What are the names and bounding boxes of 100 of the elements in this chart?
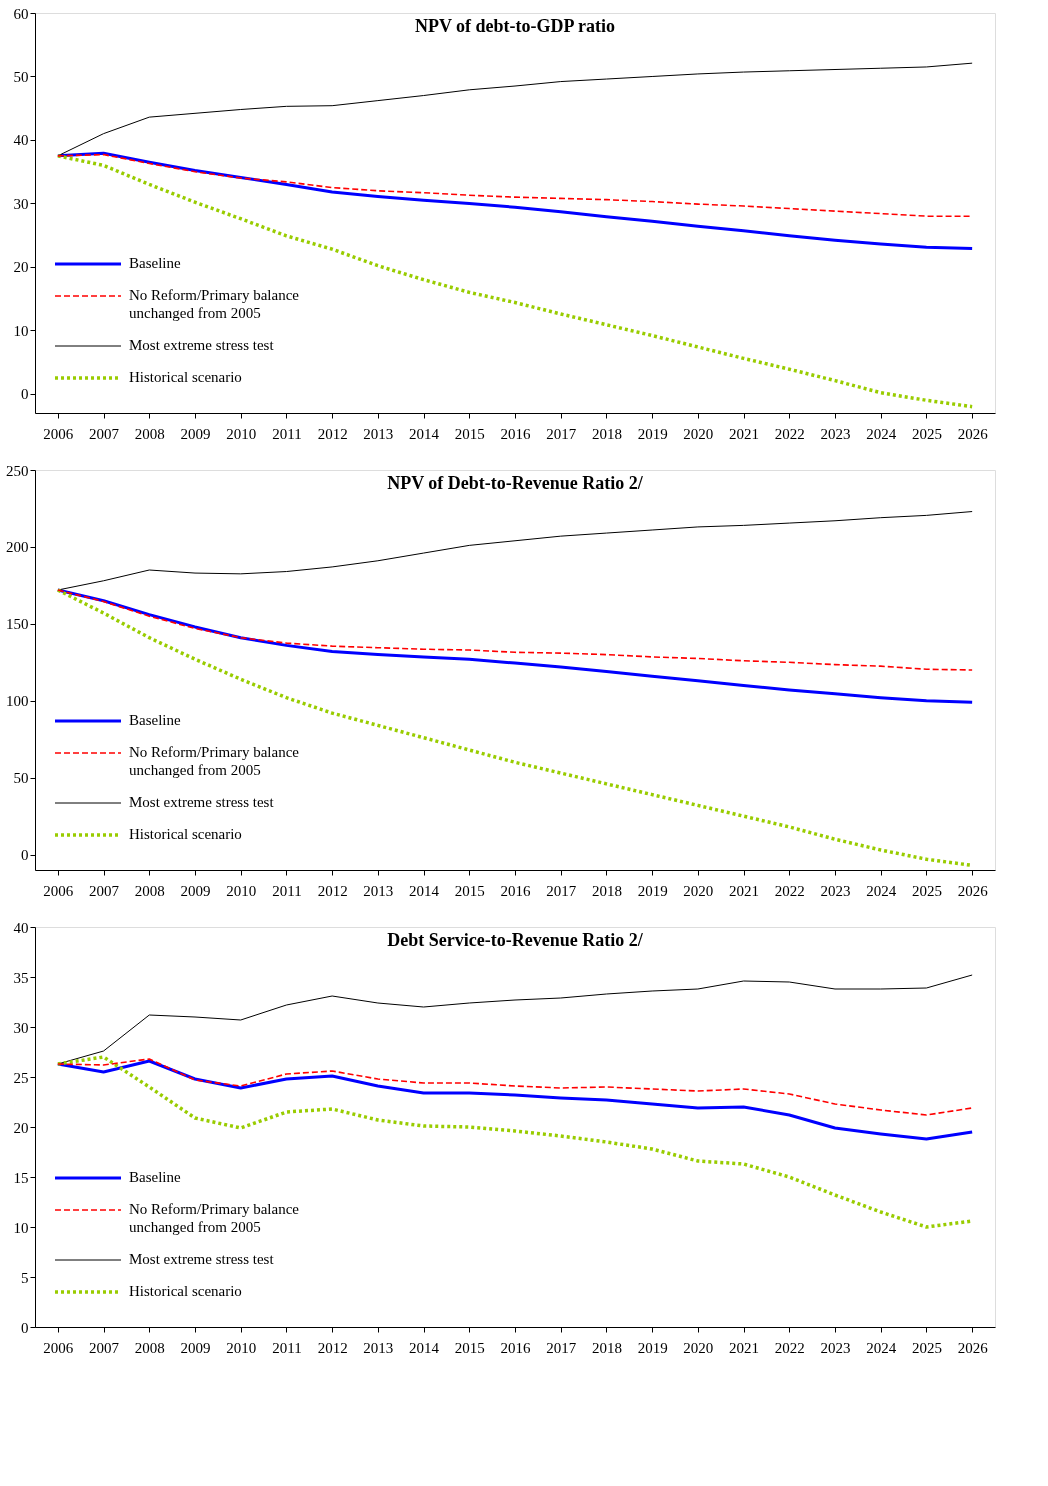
x-tick-label: 2026 [957,1339,989,1356]
y-tick-label: 50 [13,770,29,787]
x-tick-label: 2023 [820,882,851,899]
y-tick-label: 30 [13,195,29,212]
legend-label: Historical scenario [129,1283,242,1299]
x-tick-label: 2006 [43,425,74,442]
y-tick-label: 250 [6,462,29,479]
line-series [56,154,974,409]
x-tick-label: 2020 [683,1339,714,1356]
line-series [57,1058,973,1116]
legend-label: Most extreme stress test [129,794,275,810]
x-tick-label: 2015 [454,425,485,442]
x-tick-label: 2007 [89,425,120,442]
legend-label: Historical scenario [129,826,242,842]
x-tick-label: 2018 [591,882,622,899]
y-tick-label: 30 [13,1019,29,1036]
x-tick-label: 2008 [134,882,165,899]
y-tick-label: 20 [13,259,29,276]
chart-title: Debt Service-to-Revenue Ratio 2/ [387,930,644,950]
x-tick-label: 2019 [637,1339,668,1356]
y-tick-label: 50 [13,68,29,85]
x-tick-label: 2024 [866,882,897,899]
x-tick-label: 2016 [500,882,531,899]
x-tick-label: 2017 [546,1339,577,1356]
y-tick-label: 35 [13,969,29,986]
x-tick-label: 2024 [866,425,897,442]
legend-label: Most extreme stress test [129,1251,275,1267]
x-tick-label: 2014 [409,425,440,442]
legend-label: Baseline [129,255,181,271]
legend-label: Most extreme stress test [129,337,275,353]
y-tick-label: 100 [6,693,29,710]
x-tick-label: 2006 [43,1339,74,1356]
x-tick-label: 2017 [546,425,577,442]
y-tick-label: 0 [21,1319,29,1336]
y-tick-label: 60 [13,5,29,22]
legend-label: Baseline [129,1169,181,1185]
x-tick-label: 2013 [363,1339,394,1356]
x-tick-label: 2026 [957,425,989,442]
x-tick-label: 2013 [363,425,394,442]
y-tick-label: 0 [21,386,29,403]
x-tick-label: 2026 [957,882,989,899]
y-tick-label: 0 [21,847,29,864]
x-tick-label: 2011 [272,1339,302,1356]
x-tick-label: 2019 [637,425,668,442]
legend-label: No Reform/Primary balance unchanged from 2005 [129,287,300,321]
x-tick-label: 2010 [226,882,257,899]
x-tick-label: 2010 [226,425,257,442]
x-tick-label: 2025 [911,425,942,442]
x-tick-label: 2021 [729,882,760,899]
x-tick-label: 2024 [866,1339,897,1356]
x-tick-label: 2022 [774,882,805,899]
x-tick-label: 2014 [409,1339,440,1356]
x-tick-label: 2012 [317,882,348,899]
y-tick-label: 40 [13,132,29,149]
x-tick-label: 2011 [272,425,302,442]
x-tick-label: 2009 [180,425,211,442]
x-tick-label: 2017 [546,882,577,899]
y-tick-label: 40 [13,919,29,936]
x-tick-label: 2014 [409,882,440,899]
x-tick-label: 2013 [363,882,394,899]
legend-label: No Reform/Primary balance unchanged from 2005 [129,744,300,778]
x-tick-label: 2025 [911,882,942,899]
x-tick-label: 2007 [89,882,120,899]
x-tick-label: 2009 [180,1339,211,1356]
x-tick-label: 2012 [317,1339,348,1356]
x-tick-label: 2018 [591,425,622,442]
x-tick-label: 2015 [454,1339,485,1356]
y-tick-label: 25 [13,1069,29,1086]
x-tick-label: 2011 [272,882,302,899]
x-tick-label: 2021 [729,425,760,442]
x-tick-label: 2006 [43,882,74,899]
line-series [57,153,973,217]
x-tick-label: 2022 [774,425,805,442]
x-tick-label: 2007 [89,1339,120,1356]
x-tick-label: 2020 [683,882,714,899]
y-tick-label: 10 [13,1219,29,1236]
legend-label: No Reform/Primary balance unchanged from 2005 [129,1201,300,1235]
x-tick-label: 2021 [729,1339,760,1356]
x-tick-label: 2015 [454,882,485,899]
x-tick-label: 2019 [637,882,668,899]
legend-label: Baseline [129,712,181,728]
y-tick-label: 20 [13,1119,29,1136]
x-tick-label: 2018 [591,1339,622,1356]
y-tick-label: 15 [13,1169,29,1186]
x-tick-label: 2008 [134,1339,165,1356]
legend-label: Historical scenario [129,369,242,385]
y-tick-label: 10 [13,322,29,339]
x-tick-label: 2008 [134,425,165,442]
x-tick-label: 2010 [226,1339,257,1356]
x-tick-label: 2022 [774,1339,805,1356]
y-tick-label: 5 [21,1269,29,1286]
y-tick-label: 200 [6,539,29,556]
chart-title: NPV of debt-to-GDP ratio [414,16,616,36]
x-tick-label: 2023 [820,425,851,442]
x-tick-label: 2016 [500,1339,531,1356]
chart-title: NPV of Debt-to-Revenue Ratio 2/ [387,473,644,493]
line-series [57,62,973,157]
x-tick-label: 2025 [911,1339,942,1356]
x-tick-label: 2009 [180,882,211,899]
x-tick-label: 2020 [683,425,714,442]
